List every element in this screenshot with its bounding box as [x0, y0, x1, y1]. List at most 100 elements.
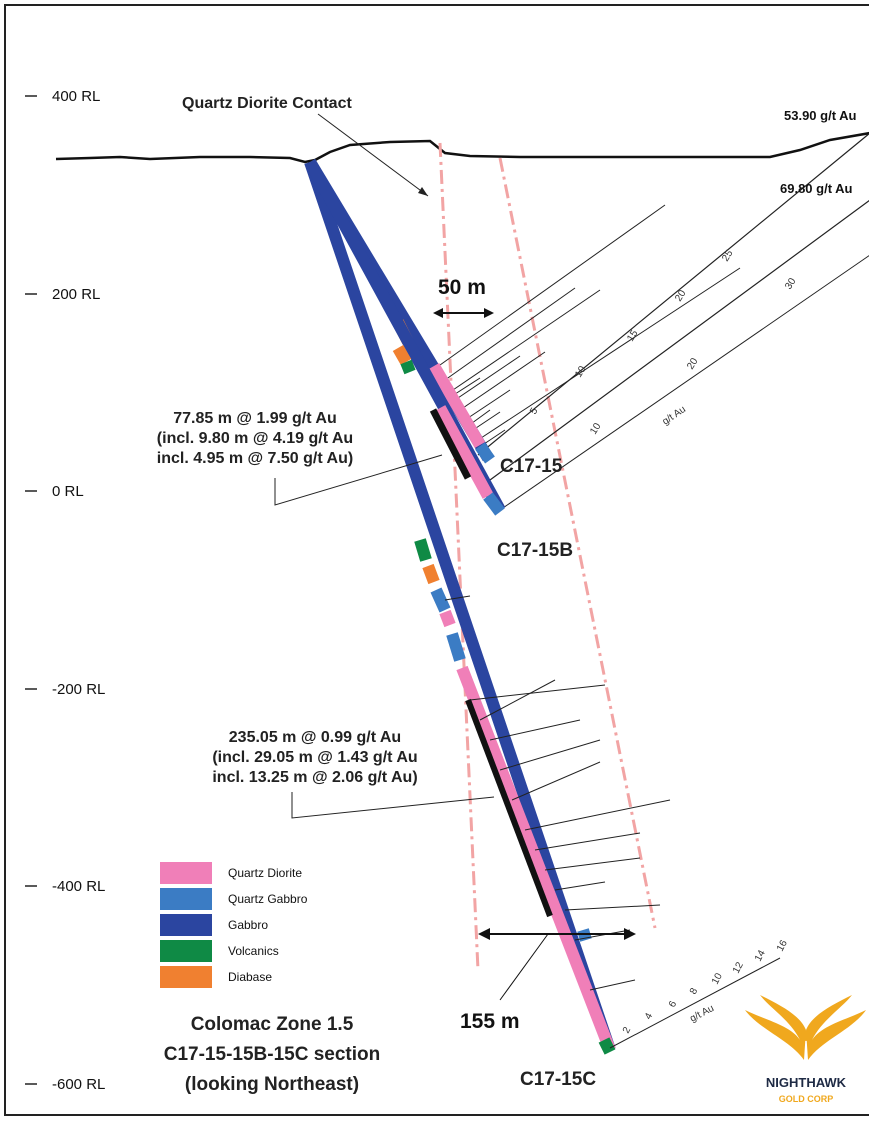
grade-label-top: 53.90 g/t Au	[784, 108, 857, 123]
grade-spike	[469, 684, 606, 701]
interval-upper-line: incl. 4.95 m @ 7.50 g/t Au)	[157, 450, 353, 467]
grade-spike	[499, 739, 601, 771]
hole-label-c17-15: C17-15	[500, 456, 563, 477]
grade-spike	[444, 287, 576, 381]
rl-label-400: 400 RL	[52, 88, 100, 105]
legend-label: Gabbro	[228, 918, 268, 932]
scale-a-tick: 5	[528, 406, 541, 417]
scale-c-tick: 4	[643, 1011, 656, 1021]
contact-line-west	[438, 142, 480, 971]
interval-lower-line: incl. 13.25 m @ 2.06 g/t Au)	[212, 769, 417, 786]
interval-lower-note: 235.05 m @ 0.99 g/t Au (incl. 29.05 m @ …	[212, 729, 495, 819]
c17-15b-volcanics	[400, 359, 416, 375]
hole-label-c17-15c: C17-15C	[520, 1069, 596, 1090]
c17-15c-quartz-gabbro	[430, 587, 451, 613]
arrowhead-left	[478, 928, 490, 940]
grade-leader-69-80	[489, 199, 869, 481]
c17-15-quartz-gabbro	[475, 442, 495, 464]
legend-swatch-quartz-diorite	[160, 862, 212, 884]
scale-axis-c: 2 4 6 8 10 12 14 16 g/t Au	[609, 938, 790, 1049]
grade-spike	[554, 881, 606, 891]
contact-line-east	[498, 157, 657, 929]
scale-c-tick: 8	[688, 986, 701, 996]
c17-15c-quartz-gabbro-2	[446, 632, 466, 662]
grade-spike	[534, 832, 641, 851]
c17-15c-volcanics-end	[598, 1037, 616, 1055]
grade-spike	[451, 377, 481, 397]
drillhole-c17-15c	[304, 160, 616, 1052]
rl-scale: 400 RL 200 RL 0 RL -200 RL -400 RL -600 …	[25, 88, 105, 1093]
interval-upper-bar	[429, 408, 472, 480]
title-line: C17-15-15B-15C section	[164, 1044, 380, 1065]
scale-a-tick: 20	[673, 288, 688, 304]
scale-c-tick: 10	[710, 971, 725, 986]
c17-15b-quartz-diorite	[434, 405, 494, 499]
scale-axis-c-line	[609, 957, 781, 1049]
rl-label-minus400: -400 RL	[52, 878, 105, 895]
grade-spike	[544, 857, 641, 871]
legend-swatch-diabase	[160, 966, 212, 988]
nighthawk-logo: NIGHTHAWK GOLD CORP	[745, 995, 866, 1104]
scale-b-unit: g/t Au	[661, 404, 688, 427]
contact-arrowhead	[418, 187, 428, 196]
grade-spikes-upper	[439, 204, 666, 449]
topography-line	[55, 131, 869, 164]
scale-c-unit: g/t Au	[688, 1003, 716, 1025]
rl-label-minus600: -600 RL	[52, 1076, 105, 1093]
arrowhead-right	[484, 308, 494, 318]
scale-axis-b-line	[499, 255, 869, 511]
grade-spike	[564, 904, 661, 911]
interval-upper-line: 77.85 m @ 1.99 g/t Au	[173, 410, 337, 427]
logo-name: NIGHTHAWK	[766, 1075, 847, 1090]
contact-lines	[438, 142, 657, 971]
legend-swatch-quartz-gabbro	[160, 888, 212, 910]
logo-wing-left-icon	[745, 995, 806, 1060]
scale-a-tick: 25	[720, 248, 735, 264]
legend-label: Quartz Gabbro	[228, 892, 308, 906]
rl-label-minus200: -200 RL	[52, 681, 105, 698]
grade-spike	[524, 799, 671, 831]
interval-upper-note: 77.85 m @ 1.99 g/t Au (incl. 9.80 m @ 4.…	[157, 410, 443, 506]
interval-upper-line: (incl. 9.80 m @ 4.19 g/t Au	[157, 430, 353, 447]
grade-leader-53-90	[477, 133, 869, 456]
grade-spike	[449, 289, 601, 393]
scale-c-tick: 2	[621, 1025, 634, 1035]
scale-c-tick: 6	[667, 999, 680, 1009]
interval-lower-line: 235.05 m @ 0.99 g/t Au	[229, 729, 401, 746]
scale-b-tick: 20	[685, 356, 700, 372]
grade-spike	[444, 595, 471, 601]
grade-label-second: 69.80 g/t Au	[780, 181, 853, 196]
scale-c-tick: 14	[753, 948, 768, 963]
c17-15b-quartz-gabbro	[483, 492, 505, 516]
grade-spike	[454, 355, 521, 401]
logo-head-icon	[801, 1031, 811, 1041]
legend-label: Diabase	[228, 970, 272, 984]
rl-label-200: 200 RL	[52, 286, 100, 303]
arrowhead-left	[433, 308, 443, 318]
distance-label-bottom: 155 m	[460, 1010, 520, 1033]
distance-leader-bottom	[499, 933, 549, 1001]
legend: Quartz Diorite Quartz Gabbro Gabbro Volc…	[160, 862, 308, 988]
section-title: Colomac Zone 1.5 C17-15-15B-15C section …	[164, 1014, 380, 1095]
interval-lower-line: (incl. 29.05 m @ 1.43 g/t Au	[212, 749, 417, 766]
c17-15c-diabase	[422, 563, 440, 585]
c17-15b-diabase	[392, 345, 412, 365]
logo-sub: GOLD CORP	[779, 1094, 834, 1104]
c17-15c-volcanics	[414, 538, 432, 562]
distance-label-top: 50 m	[438, 276, 486, 299]
drillholes	[304, 158, 616, 1055]
arrowhead-right	[624, 928, 636, 940]
title-line: (looking Northeast)	[185, 1074, 359, 1095]
grade-spikes-lower	[444, 595, 671, 991]
rl-label-0: 0 RL	[52, 483, 84, 500]
scale-c-tick: 16	[775, 938, 790, 953]
scale-axis-a: 5 10 15 20 25	[477, 248, 741, 441]
grade-spike	[511, 761, 601, 801]
contact-leader	[317, 113, 429, 197]
grade-spike	[489, 719, 581, 741]
scale-b-tick: 30	[783, 276, 798, 292]
grade-spike	[464, 389, 511, 421]
contact-label: Quartz Diorite Contact	[182, 95, 352, 112]
